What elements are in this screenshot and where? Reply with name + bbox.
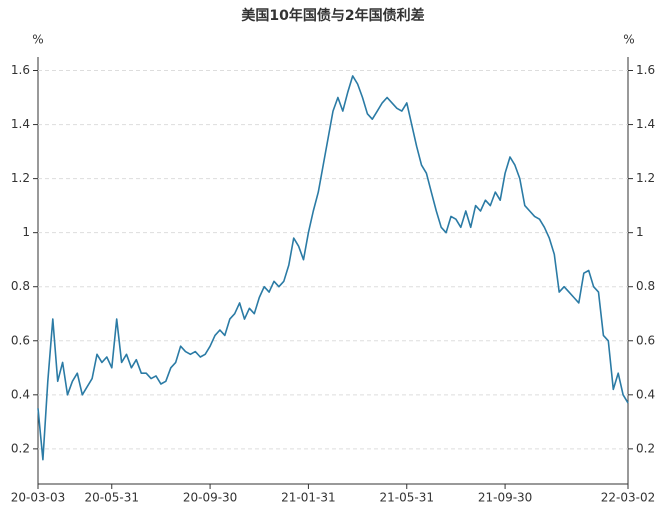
x-tick-label: 21-05-31 [380, 491, 434, 505]
chart-title: 美国10年国债与2年国债利差 [241, 7, 424, 24]
y2-tick-label: 1.2 [636, 171, 655, 185]
y-tick-label: 0.8 [11, 279, 30, 293]
y-tick-label: 1.4 [11, 117, 30, 131]
y2-tick-label: 1.6 [636, 63, 655, 77]
x-tick-label: 20-03-03 [11, 491, 65, 505]
y2-tick-label: 0.8 [636, 279, 655, 293]
x-tick-label: 21-01-31 [281, 491, 335, 505]
y-tick-label: 1.6 [11, 63, 30, 77]
y-tick-label: 0.2 [11, 441, 30, 455]
y2-axis-unit: % [623, 33, 634, 47]
y-tick-label: 1 [22, 225, 30, 239]
x-tick-label: 20-09-30 [183, 491, 237, 505]
y-axis-unit: % [32, 33, 43, 47]
y-tick-label: 0.4 [11, 387, 30, 401]
x-tick-label: 21-09-30 [478, 491, 532, 505]
data-line [37, 75, 629, 461]
y-tick-label: 1.2 [11, 171, 30, 185]
x-tick-label: 22-03-02 [601, 491, 655, 505]
y-tick-label: 0.6 [11, 333, 30, 347]
y2-tick-label: 0.6 [636, 333, 655, 347]
y2-tick-label: 0.4 [636, 387, 655, 401]
x-tick-label: 20-05-31 [85, 491, 139, 505]
y2-tick-label: 1 [636, 225, 644, 239]
y2-tick-label: 1.4 [636, 117, 655, 131]
y2-tick-label: 0.2 [636, 441, 655, 455]
